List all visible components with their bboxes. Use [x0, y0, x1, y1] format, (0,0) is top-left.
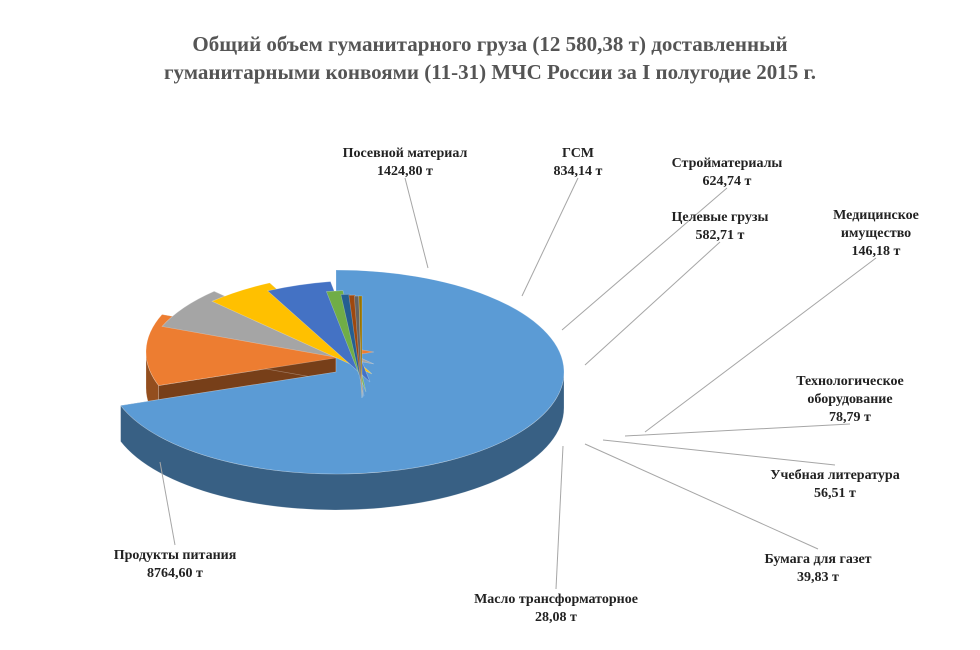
slice-5-top: [325, 290, 367, 393]
slice-label-6: Технологическое оборудование 78,79 т: [796, 374, 904, 425]
slice-name-6-1: оборудование: [807, 392, 892, 407]
slice-label-9: Масло трансформаторное 28,08 т: [474, 592, 638, 625]
slice-value-1: 1424,80 т: [377, 164, 433, 179]
slice-label-2: ГСМ 834,14 т: [554, 146, 603, 179]
slice-labels: Продукты питания 8764,60 т Посевной матери…: [114, 146, 919, 625]
slice-value-8: 39,83 т: [797, 570, 839, 585]
leader-line-6: [624, 423, 851, 437]
chart-title-line-2: гуманитарными конвоями (11-31) МЧС Росси…: [164, 60, 816, 84]
slice-value-9: 28,08 т: [535, 610, 577, 625]
slice-value-4: 582,71 т: [696, 228, 745, 243]
slice-label-3: Стройматериалы 624,74 т: [672, 156, 783, 189]
slice-label-8: Бумага для газет 39,83 т: [764, 552, 871, 585]
slice-name-8-0: Бумага для газет: [764, 552, 871, 567]
slice-name-5-0: Медицинское: [833, 208, 919, 223]
leader-line-3: [561, 187, 728, 331]
slice-value-3: 624,74 т: [703, 174, 752, 189]
pie-tops: [120, 269, 565, 475]
slice-value-0: 8764,60 т: [147, 566, 203, 581]
leader-line-2: [521, 177, 579, 297]
slice-name-6-0: Технологическое: [796, 374, 904, 389]
chart-title: Общий объем гуманитарного груза (12 580,…: [0, 30, 980, 86]
slice-value-6: 78,79 т: [829, 410, 871, 425]
slice-label-7: Учебная литература 56,51 т: [770, 468, 899, 501]
slice-label-5: Медицинское имущество 146,18 т: [833, 208, 919, 259]
slice-label-1: Посевной материал 1424,80 т: [343, 146, 468, 179]
slice-value-5: 146,18 т: [852, 244, 901, 259]
leader-line-5: [644, 257, 877, 433]
slice-6-top: [340, 293, 365, 397]
slice-label-4: Целевые грузы 582,71 т: [672, 210, 769, 243]
chart-title-line-1: Общий объем гуманитарного груза (12 580,…: [192, 32, 788, 56]
leader-line-4: [584, 241, 721, 366]
leader-line-9: [555, 445, 564, 590]
slice-name-5-1: имущество: [841, 226, 911, 241]
leader-line-0: [159, 461, 176, 546]
slice-name-0-0: Продукты питания: [114, 548, 237, 563]
slice-name-9-0: Масло трансформаторное: [474, 592, 638, 607]
slice-7-top: [348, 294, 364, 398]
slice-name-3-0: Стройматериалы: [672, 156, 783, 171]
slice-8-top: [353, 295, 363, 399]
slice-label-0: Продукты питания 8764,60 т: [114, 548, 237, 581]
slice-name-2-0: ГСМ: [562, 146, 594, 161]
slice-name-7-0: Учебная литература: [770, 468, 899, 483]
slice-name-4-0: Целевые грузы: [672, 210, 769, 225]
slice-3-top: [211, 282, 373, 375]
leader-line-8: [584, 443, 819, 550]
slice-value-2: 834,14 т: [554, 164, 603, 179]
leader-line-1: [404, 177, 429, 269]
slice-name-1-0: Посевной материал: [343, 146, 468, 161]
slice-9-top: [358, 295, 363, 399]
leader-lines: [159, 177, 877, 590]
slice-4-top: [267, 281, 371, 383]
slice-value-7: 56,51 т: [814, 486, 856, 501]
leader-line-7: [602, 439, 836, 466]
slice-0-top: [120, 269, 565, 475]
